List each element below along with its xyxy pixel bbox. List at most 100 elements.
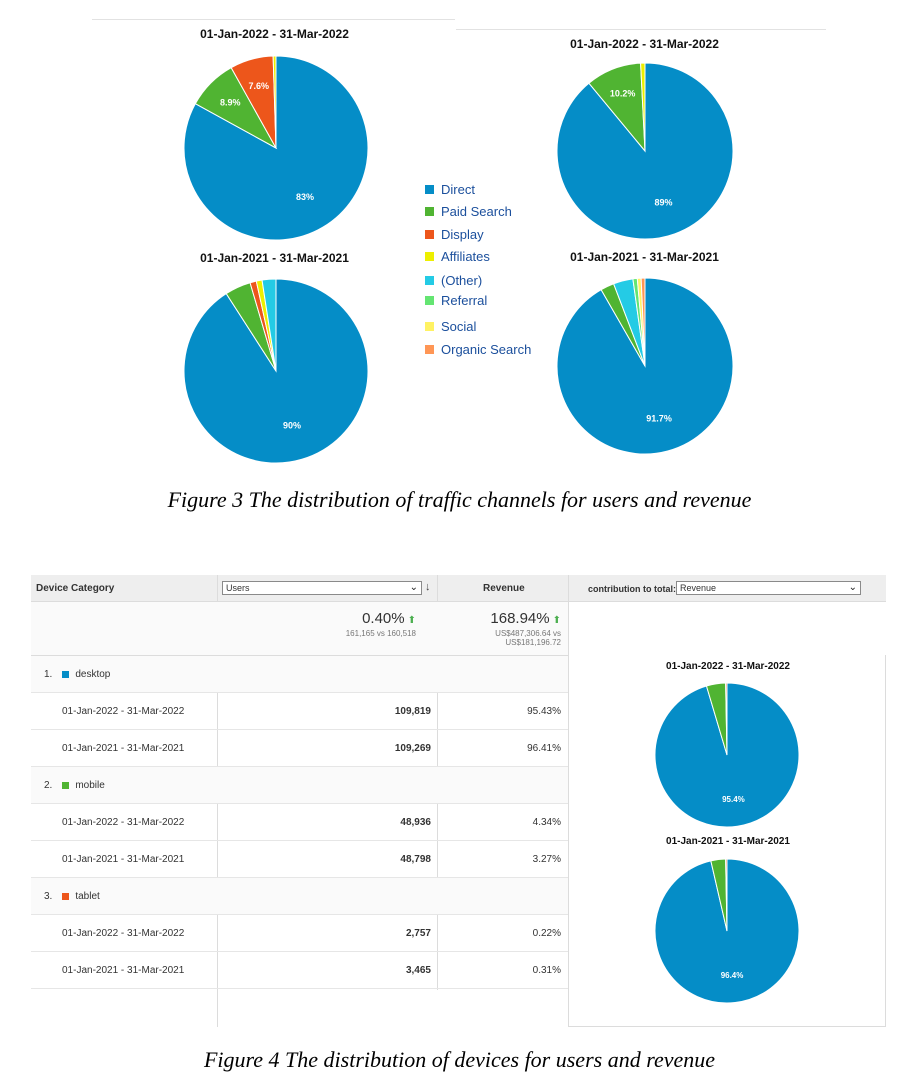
legend-swatch: [425, 344, 434, 354]
rank-number: 3.: [44, 891, 53, 902]
table-row-desktop[interactable]: 1. desktop: [31, 656, 568, 693]
device-swatch: [62, 671, 70, 678]
contribution-select-value: Revenue: [680, 583, 717, 593]
revenue-cell: 0.22%: [532, 928, 561, 939]
legend-item-organic-search: Organic Search: [425, 340, 531, 358]
period-cell: 01-Jan-2021 - 31-Mar-2021: [62, 965, 185, 976]
users-cell: 3,465: [405, 965, 431, 976]
table-row-mobile[interactable]: 2. mobile: [31, 767, 568, 804]
period-cell: 01-Jan-2022 - 31-Mar-2022: [62, 928, 185, 939]
summary-row: 0.40% ⬆ 161,165 vs 160,518 168.94% ⬆ US$48…: [31, 602, 568, 656]
chevron-down-icon: ⌄: [409, 582, 418, 593]
revenue-cell: 4.34%: [532, 817, 561, 828]
legend-item-direct: Direct: [425, 180, 475, 198]
pie-slice-direct: [183, 278, 369, 464]
contribution-select[interactable]: Revenue ⌄: [676, 581, 861, 595]
users-metric-select[interactable]: Users ⌄: [222, 581, 422, 595]
legend-label: Affiliates: [441, 248, 490, 264]
device-swatch: [62, 893, 70, 900]
table-row: 01-Jan-2022 - 31-Mar-2022 109,819 95.43%: [31, 693, 568, 730]
pie-slice-direct: [183, 55, 369, 241]
divider-line: [456, 29, 826, 30]
pie-title-devices-2022: 01-Jan-2022 - 31-Mar-2022: [666, 661, 790, 672]
pie-data-label: 91.7%: [646, 414, 672, 424]
pie-data-label: 89%: [654, 197, 672, 207]
users-cell: 2,757: [405, 928, 431, 939]
legend-item-social: Social: [425, 317, 476, 335]
contribution-label: contribution to total:: [588, 583, 676, 594]
table-row: 01-Jan-2022 - 31-Mar-2022 2,757 0.22%: [31, 915, 568, 952]
figure-3-caption: Figure 3 The distribution of traffic cha…: [167, 487, 752, 512]
pie-title-users-2022: 01-Jan-2022 - 31-Mar-2022: [200, 27, 349, 41]
pie-slice-paid-search: [600, 283, 646, 367]
pie-slice-other: [261, 278, 277, 372]
device-cell: 1. desktop: [44, 656, 110, 693]
pie-title-revenue-2021: 01-Jan-2021 - 31-Mar-2021: [570, 250, 719, 264]
device-name: desktop: [75, 669, 111, 680]
pie-data-label: 90%: [283, 421, 301, 431]
table-row: 01-Jan-2021 - 31-Mar-2021 3,465 0.31%: [31, 952, 568, 989]
up-arrow-icon: ⬆: [407, 615, 416, 626]
users-cell: 109,819: [394, 706, 431, 717]
pie-slice-direct: [556, 277, 734, 455]
revenue-cell: 95.43%: [527, 706, 561, 717]
legend-item-affiliates: Affiliates: [425, 247, 490, 265]
chevron-down-icon: ⌄: [848, 582, 857, 593]
table-header: Device Category Users ⌄ ↓ Revenue contri…: [31, 575, 886, 602]
pie-data-label: 7.6%: [249, 81, 270, 91]
device-report-table: Device Category Users ⌄ ↓ Revenue contri…: [31, 575, 886, 1027]
legend-item-paid-search: Paid Search: [425, 202, 512, 220]
sort-arrow-icon[interactable]: ↓: [425, 581, 431, 593]
legend-label: Direct: [441, 181, 475, 197]
legend-label: Organic Search: [441, 341, 532, 357]
legend-label: Display: [441, 226, 484, 242]
pie-slice-paid-search: [225, 282, 277, 372]
pie-slice-referral: [632, 277, 646, 367]
pie-slice-affiliates: [640, 62, 646, 152]
table-row: 01-Jan-2021 - 31-Mar-2021 48,798 3.27%: [31, 841, 568, 878]
pie-slice-other: [612, 278, 646, 367]
device-cell: 3. tablet: [44, 878, 100, 915]
pie-title-devices-2021: 01-Jan-2021 - 31-Mar-2021: [666, 836, 790, 847]
legend-label: Paid Search: [441, 203, 512, 219]
legend-swatch: [425, 275, 434, 285]
legend-swatch: [425, 229, 434, 239]
pie-slice-display: [230, 55, 277, 149]
users-comparison: 161,165 vs 160,518: [345, 629, 416, 638]
pie-title-revenue-2022: 01-Jan-2022 - 31-Mar-2022: [570, 37, 719, 51]
pie-slice-affiliates: [272, 55, 277, 149]
period-cell: 01-Jan-2022 - 31-Mar-2022: [62, 817, 185, 828]
device-name: mobile: [75, 780, 105, 791]
up-arrow-icon: ⬆: [552, 615, 561, 626]
device-swatch: [62, 782, 70, 789]
legend-swatch: [425, 321, 434, 331]
pie-slice-organic-search: [640, 277, 646, 367]
legend-swatch: [425, 206, 434, 216]
rank-number: 2.: [44, 780, 53, 791]
header-device-category: Device Category: [36, 583, 115, 594]
table-row-tablet[interactable]: 3. tablet: [31, 878, 568, 915]
pie-data-label: 8.9%: [220, 98, 241, 108]
revenue-change-pct: 168.94% ⬆: [441, 610, 561, 627]
legend-item-display: Display: [425, 225, 484, 243]
legend-swatch: [425, 251, 434, 261]
divider-line: [92, 19, 455, 20]
table-row: 01-Jan-2021 - 31-Mar-2021 109,269 96.41%: [31, 730, 568, 767]
users-cell: 48,798: [400, 854, 431, 865]
pie-slice-paid-search: [588, 62, 646, 153]
period-cell: 01-Jan-2021 - 31-Mar-2021: [62, 854, 185, 865]
rank-number: 1.: [44, 669, 53, 680]
period-cell: 01-Jan-2022 - 31-Mar-2022: [62, 706, 185, 717]
revenue-change-value: 168.94%: [490, 610, 550, 627]
legend-swatch: [425, 184, 434, 194]
legend-label: (Other): [441, 272, 483, 288]
legend-item-other: (Other): [425, 271, 482, 289]
table-row: 01-Jan-2022 - 31-Mar-2022 48,936 4.34%: [31, 804, 568, 841]
pie-slice-social: [636, 277, 646, 367]
pie-slice-paid-search: [194, 66, 278, 150]
pie-slice-affiliates: [255, 279, 277, 372]
pie-data-label: 83%: [296, 192, 314, 202]
users-change-pct: 0.40% ⬆: [281, 610, 416, 627]
revenue-cell: 3.27%: [532, 854, 561, 865]
legend-item-referral: Referral: [425, 291, 487, 309]
